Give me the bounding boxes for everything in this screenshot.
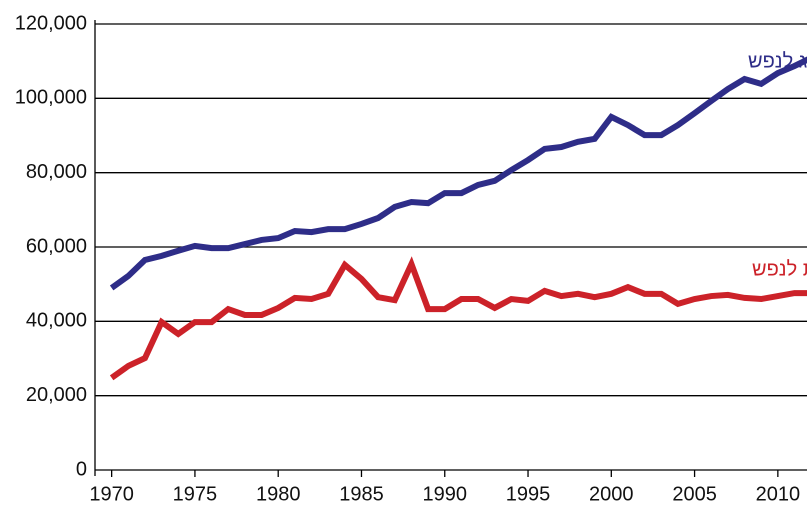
y-tick-label: 40,000 <box>26 310 87 332</box>
x-tick-label: 2010 <box>756 483 801 505</box>
x-tick-label: 1975 <box>173 483 218 505</box>
x-tick-label: 1985 <box>339 483 384 505</box>
series-label: הוצאה ממשלתית לנפש <box>752 258 807 280</box>
x-tick-label: 1990 <box>423 483 468 505</box>
x-tick-label: 1970 <box>89 483 134 505</box>
y-tick-label: 60,000 <box>26 235 87 257</box>
x-tick-label: 2000 <box>589 483 634 505</box>
x-tick-label: 1995 <box>506 483 551 505</box>
y-tick-label: 0 <box>76 458 87 480</box>
y-tick-label: 120,000 <box>15 12 87 34</box>
x-tick-label: 2005 <box>672 483 717 505</box>
series-line <box>109 256 807 381</box>
x-tick-label: 1980 <box>256 483 301 505</box>
lines <box>109 56 807 381</box>
y-tick-label: 100,000 <box>15 87 87 109</box>
series-label: תמ"ג לנפש <box>748 50 807 72</box>
series-line <box>109 56 807 291</box>
y-tick-label: 20,000 <box>26 384 87 406</box>
y-tick-label: 80,000 <box>26 161 87 183</box>
